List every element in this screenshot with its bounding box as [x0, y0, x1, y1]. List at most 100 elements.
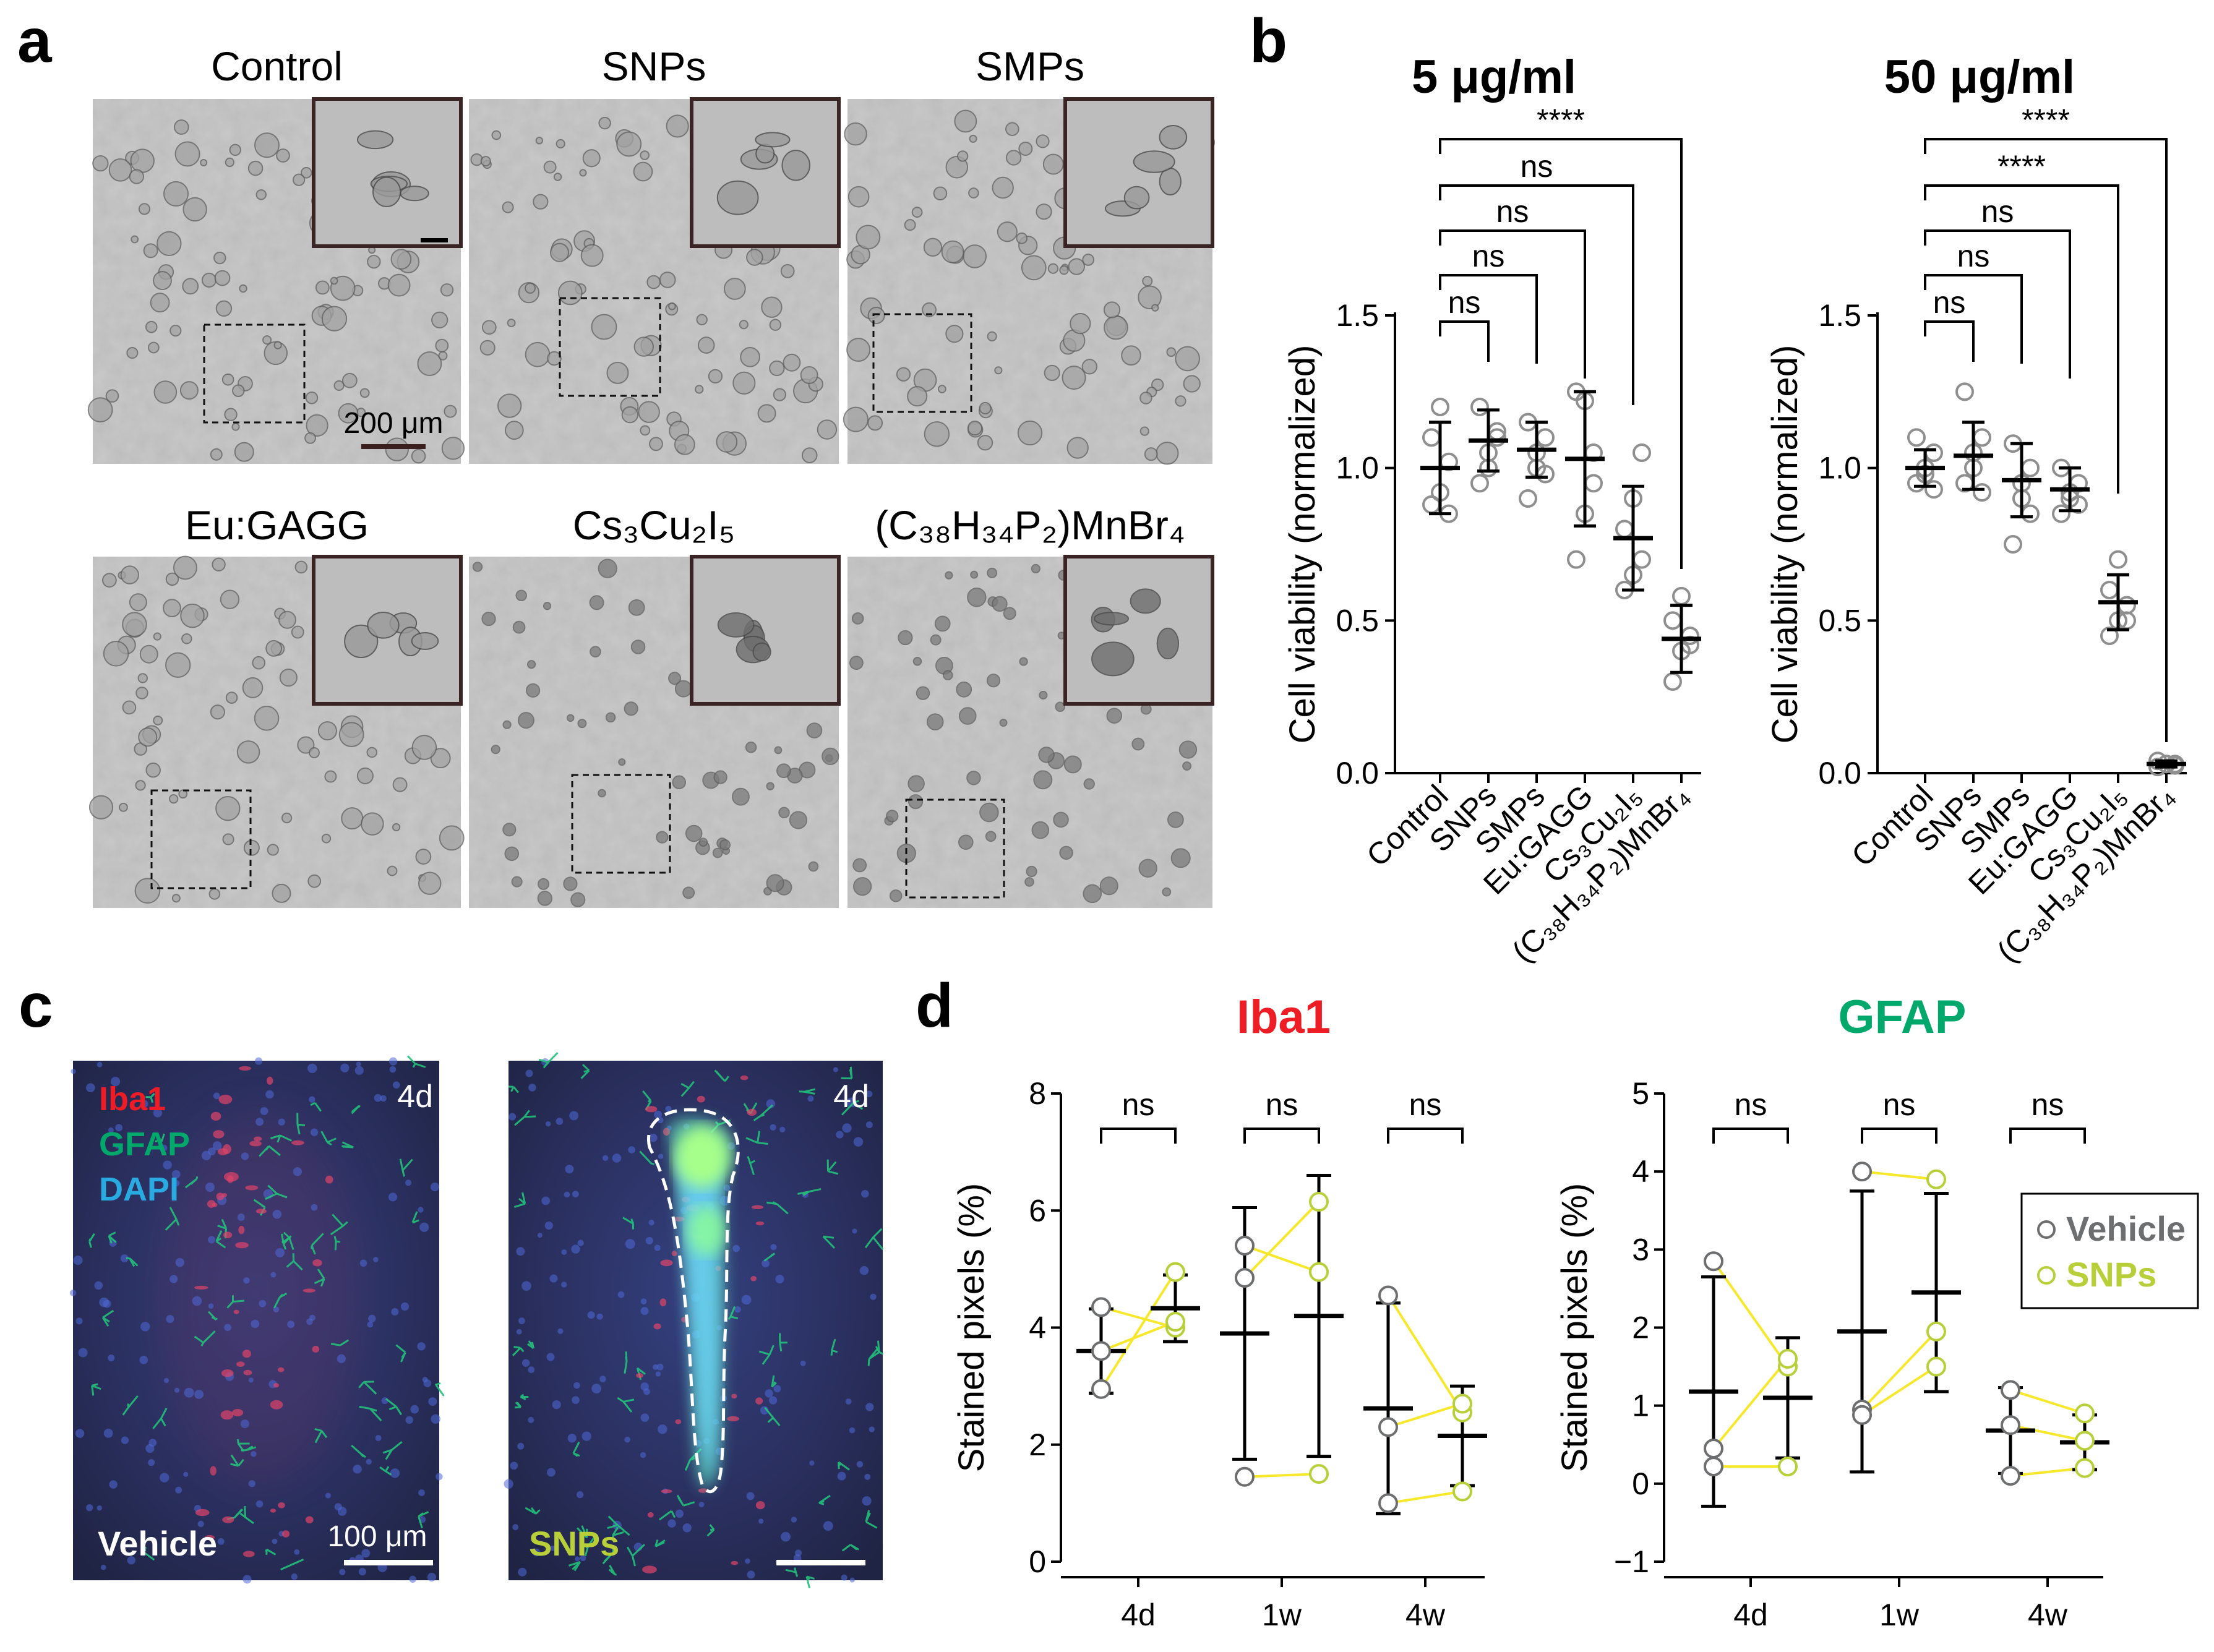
micrograph-5 [847, 555, 1214, 908]
inset-zoom [1063, 97, 1214, 248]
vehicle-point [1091, 1297, 1111, 1317]
pair-line [1388, 1490, 1463, 1505]
significance-label: ns [1448, 285, 1481, 320]
inset-zoom [1063, 555, 1214, 706]
data-point [2052, 504, 2070, 523]
pair-line [1387, 1295, 1464, 1413]
group-label-snps: SNPs [529, 1524, 619, 1563]
chart-title: 50 μg/ml [1884, 51, 2075, 103]
significance-label: ns [1933, 285, 1966, 320]
panel-label-b: b [1250, 6, 1287, 75]
pair-line [1712, 1358, 1789, 1450]
vehicle-point [2001, 1415, 2020, 1436]
y-tick-label: 5 [1632, 1076, 1649, 1111]
significance-label: **** [1537, 103, 1585, 137]
significance-bracket [1924, 274, 2023, 364]
pair-line [2010, 1389, 2085, 1415]
significance-bracket [1439, 184, 1634, 405]
inset-zoom [690, 97, 841, 248]
time-label-vehicle: 4d [397, 1079, 433, 1115]
pair-line [1712, 1260, 1789, 1367]
condition-label: Cs₃Cu₂I₅ [573, 502, 735, 548]
vehicle-point [1378, 1285, 1398, 1306]
vehicle-point [1704, 1457, 1723, 1477]
group-label-vehicle: Vehicle [98, 1524, 217, 1563]
y-tick-label: 0 [1029, 1544, 1046, 1579]
vehicle-point [2001, 1380, 2020, 1400]
pair-line [2010, 1424, 2085, 1442]
data-point [1470, 398, 1489, 416]
data-point [2117, 596, 2136, 615]
condition-label: (C₃₈H₃₄P₂)MnBr₄ [875, 502, 1185, 548]
data-point [1633, 550, 1651, 569]
y-tick-label: 1.0 [1818, 451, 1861, 486]
inset-zoom [690, 555, 841, 706]
y-tick-label: 1.0 [1336, 451, 1379, 486]
significance-bracket [1439, 320, 1490, 362]
significance-bracket [1924, 138, 2168, 742]
micrograph-1 [469, 97, 841, 464]
significance-bracket [1100, 1128, 1177, 1144]
panel-label-a: a [17, 6, 53, 75]
data-point [1924, 480, 1943, 499]
implant-outline [647, 1108, 740, 1493]
data-point [2021, 458, 2040, 477]
scale-bar-label-c: 100 μm [327, 1520, 427, 1553]
pair-line [1100, 1271, 1177, 1390]
y-tick-label: 0.0 [1336, 756, 1379, 790]
chart-title: 5 μg/ml [1412, 51, 1576, 103]
legend-label-snps: SNPs [2066, 1255, 2156, 1294]
vehicle-point [1852, 1162, 1872, 1182]
vehicle-point [1091, 1341, 1111, 1361]
snps-point [1165, 1312, 1185, 1332]
data-point [1663, 672, 1682, 691]
snps-point [1452, 1481, 1472, 1502]
scale-bar-a [361, 444, 426, 449]
vehicle-point [1235, 1268, 1255, 1288]
data-point [1907, 428, 1926, 447]
significance-label: **** [1997, 149, 2046, 184]
viability-chart-0: 5 μg/ml Cell viability (normalized) 0.0 0.5… [1282, 51, 1701, 969]
panel-label-d: d [916, 971, 953, 1040]
condition-label: Control [211, 43, 343, 89]
data-point [2109, 550, 2127, 569]
significance-label: ns [1957, 239, 1990, 273]
data-point [1470, 474, 1489, 493]
data-point [2004, 535, 2022, 554]
y-tick-label: 0 [1632, 1466, 1649, 1501]
data-point [1422, 428, 1441, 447]
chart-legend: Vehicle SNPs [2020, 1192, 2199, 1309]
data-point [1924, 443, 1943, 462]
snps-point [1452, 1393, 1472, 1414]
snps-point [1926, 1169, 1946, 1189]
zoom-region-box [559, 297, 661, 397]
legend-label-vehicle: Vehicle [2066, 1209, 2186, 1248]
data-point [1973, 483, 1991, 502]
condition-label: SNPs [602, 43, 706, 89]
legend-marker-vehicle [2037, 1220, 2056, 1239]
data-point [1519, 489, 1537, 508]
zoom-region-box [872, 313, 972, 413]
x-tick-label: 4d [1733, 1598, 1768, 1632]
significance-label: ns [1409, 1087, 1442, 1122]
x-tick-label: 4w [2028, 1598, 2068, 1632]
pair-line [1861, 1330, 1937, 1411]
snps-point [2075, 1458, 2095, 1478]
zoom-region-box [571, 774, 671, 874]
pair-line [1861, 1170, 1937, 1181]
x-tick-label: 4d [1121, 1598, 1156, 1632]
significance-bracket [2009, 1128, 2086, 1144]
y-tick-label: 0.5 [1818, 603, 1861, 638]
x-tick-label: 4w [1405, 1598, 1446, 1632]
significance-bracket [1924, 184, 2119, 494]
y-tick-label: 8 [1029, 1076, 1046, 1111]
significance-label: ns [1266, 1087, 1298, 1122]
snps-point [1926, 1321, 1946, 1342]
x-tick-label: 1w [1262, 1598, 1302, 1632]
data-point [1615, 520, 1634, 539]
micrograph-2 [843, 97, 1215, 465]
vehicle-point [1235, 1236, 1255, 1256]
micrograph-0 [87, 97, 465, 464]
snps-point [2075, 1431, 2095, 1451]
snps-point [1778, 1348, 1798, 1369]
